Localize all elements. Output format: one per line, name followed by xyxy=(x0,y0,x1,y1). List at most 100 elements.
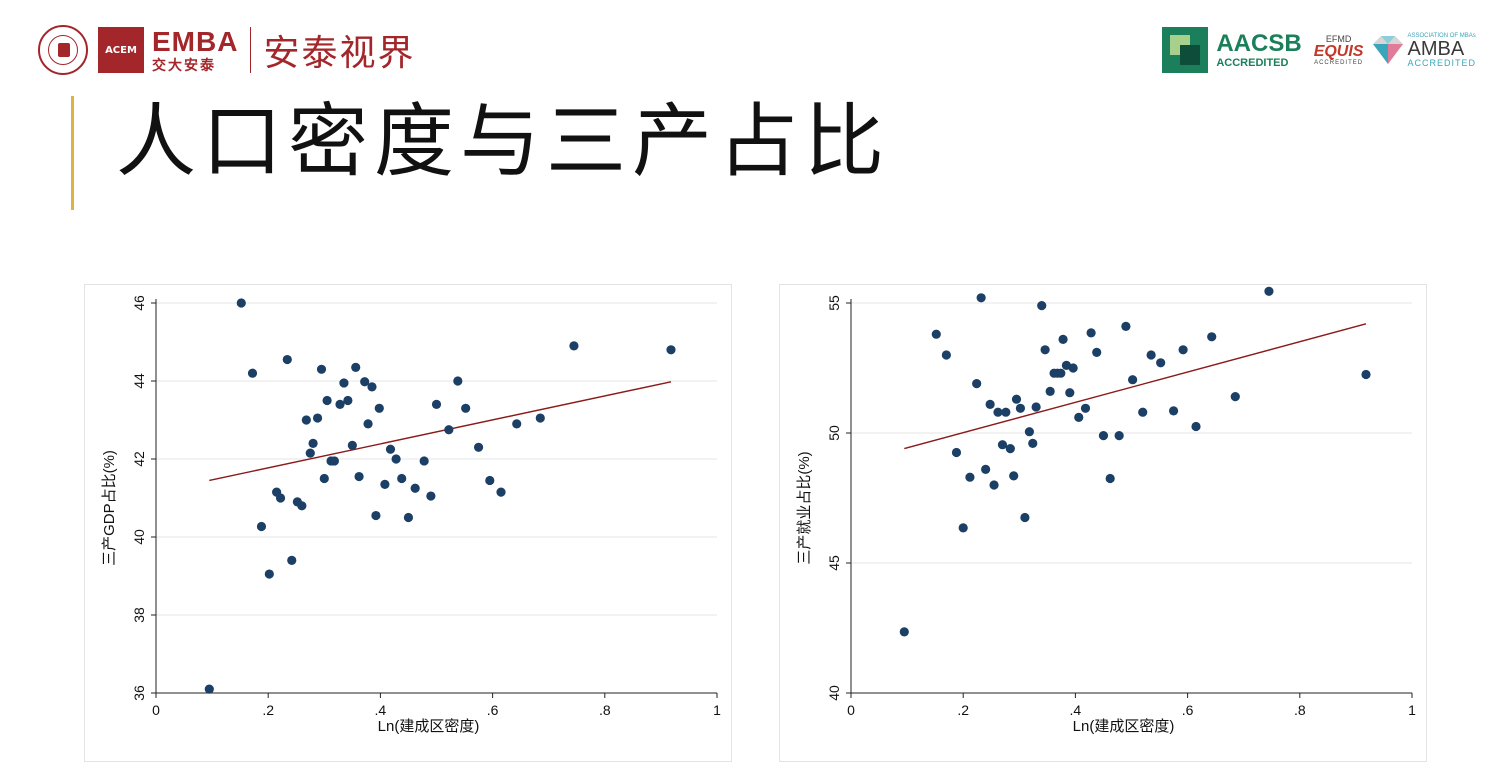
data-point xyxy=(339,378,349,388)
data-point xyxy=(385,444,396,454)
data-point xyxy=(1105,473,1115,484)
data-point xyxy=(512,419,522,429)
data-point xyxy=(485,475,495,486)
data-point xyxy=(1031,402,1041,412)
data-point xyxy=(1028,438,1038,448)
data-point xyxy=(569,341,579,351)
data-point xyxy=(297,501,307,511)
accreditation-logos: AACSB ACCREDITED EFMD EQUIS ACCREDITED A… xyxy=(1162,24,1476,76)
data-point xyxy=(1080,403,1091,413)
data-point xyxy=(941,350,951,360)
data-point xyxy=(1020,512,1030,523)
data-point xyxy=(666,345,676,355)
data-point xyxy=(1121,321,1131,331)
data-point xyxy=(535,413,545,423)
x-tick-label: 0 xyxy=(847,702,855,718)
y-tick-label: 36 xyxy=(131,685,147,701)
data-point xyxy=(360,377,370,387)
data-point xyxy=(236,298,246,308)
amba-name: AMBA xyxy=(1407,37,1465,60)
data-point xyxy=(461,403,471,413)
data-point xyxy=(453,376,463,386)
data-point xyxy=(985,399,995,409)
data-point xyxy=(275,493,286,503)
university-seal-icon xyxy=(38,25,88,75)
equis-name: EQUIS xyxy=(1313,42,1364,60)
data-point xyxy=(981,464,991,474)
data-point xyxy=(951,447,962,458)
data-point xyxy=(305,448,315,458)
data-point xyxy=(347,440,357,450)
amba-gem-icon xyxy=(1373,36,1404,64)
scatter-plot-gdp: 36 38 40 42 44 46 0 .2 .4 .6 .8 1 Ln(建成区密度) 三产GDP占比(%… xyxy=(101,295,721,735)
data-point xyxy=(1068,363,1078,373)
x-tick-label: .8 xyxy=(599,702,611,718)
amba-label: ASSOCIATION OF MBAs AMBA ACCREDITED xyxy=(1407,33,1476,68)
data-point xyxy=(1056,368,1066,378)
x-tick-label: .6 xyxy=(487,702,499,718)
data-point xyxy=(343,395,353,406)
data-point xyxy=(282,354,292,365)
data-point xyxy=(1015,403,1026,413)
equis-sub: ACCREDITED xyxy=(1314,59,1364,66)
data-point xyxy=(1138,407,1148,417)
data-point xyxy=(308,438,318,448)
data-point xyxy=(989,480,999,490)
data-point xyxy=(410,483,420,493)
data-point xyxy=(1098,431,1109,441)
data-point xyxy=(1065,388,1075,398)
y-tick-label: 40 xyxy=(826,685,842,701)
brand-tagline: 安泰视界 xyxy=(263,33,416,74)
x-tick-label: .6 xyxy=(1182,702,1194,718)
data-point xyxy=(363,419,373,429)
data-point xyxy=(419,456,429,466)
data-point xyxy=(1024,427,1034,437)
data-point xyxy=(247,368,258,378)
data-point xyxy=(1207,332,1217,342)
data-point xyxy=(931,329,941,339)
data-point xyxy=(204,684,214,694)
data-point xyxy=(380,479,390,489)
y-tick-label: 38 xyxy=(131,607,147,623)
data-point xyxy=(329,456,339,466)
data-point xyxy=(426,491,436,501)
data-point xyxy=(1058,334,1068,344)
data-point xyxy=(473,442,484,452)
page-title: 人口密度与三产占比 xyxy=(116,95,890,188)
data-point xyxy=(1009,471,1019,481)
data-point xyxy=(316,364,327,374)
title-accent-bar xyxy=(71,96,74,210)
data-point xyxy=(1045,386,1055,396)
x-tick-label: .2 xyxy=(957,702,969,718)
x-axis-title: Ln(建成区密度) xyxy=(378,718,480,735)
brand-logo: ACEM EMBA 交大安泰 安泰视界 xyxy=(38,22,415,78)
fit-line xyxy=(904,323,1367,450)
data-point xyxy=(976,293,986,303)
data-point xyxy=(444,425,454,435)
data-point xyxy=(1037,301,1047,311)
y-tick-label: 40 xyxy=(131,529,147,545)
data-point xyxy=(958,523,968,533)
acem-logo-icon: ACEM xyxy=(98,27,144,73)
data-point xyxy=(431,399,442,409)
x-tick-label: 1 xyxy=(1408,702,1416,718)
data-point xyxy=(1128,375,1138,385)
data-point xyxy=(1005,444,1015,454)
data-point xyxy=(1092,347,1102,357)
y-tick-label: 50 xyxy=(826,425,842,441)
aacsb-label: AACSB ACCREDITED xyxy=(1216,31,1301,69)
data-point xyxy=(1040,345,1050,355)
data-point xyxy=(354,471,364,482)
data-point xyxy=(322,395,332,406)
data-point xyxy=(1011,394,1022,404)
data-point xyxy=(1114,431,1124,441)
brand-name: EMBA xyxy=(152,25,239,57)
y-tick-label: 46 xyxy=(131,295,147,311)
data-point xyxy=(1264,286,1274,296)
x-tick-label: 0 xyxy=(152,702,160,718)
x-tick-label: .2 xyxy=(262,702,274,718)
scatter-plot-employment: 40 45 50 55 0 .2 .4 .6 .8 1 Ln(建成区密度) 三产就业占比(%) xyxy=(796,286,1416,735)
y-axis-title: 三产就业占比(%) xyxy=(796,451,813,564)
emba-logo: EMBA 交大安泰 xyxy=(152,25,239,73)
chart-gdp-share: 36 38 40 42 44 46 0 .2 .4 .6 .8 1 Ln(建成区密度) 三产GDP占比(%… xyxy=(84,284,732,762)
